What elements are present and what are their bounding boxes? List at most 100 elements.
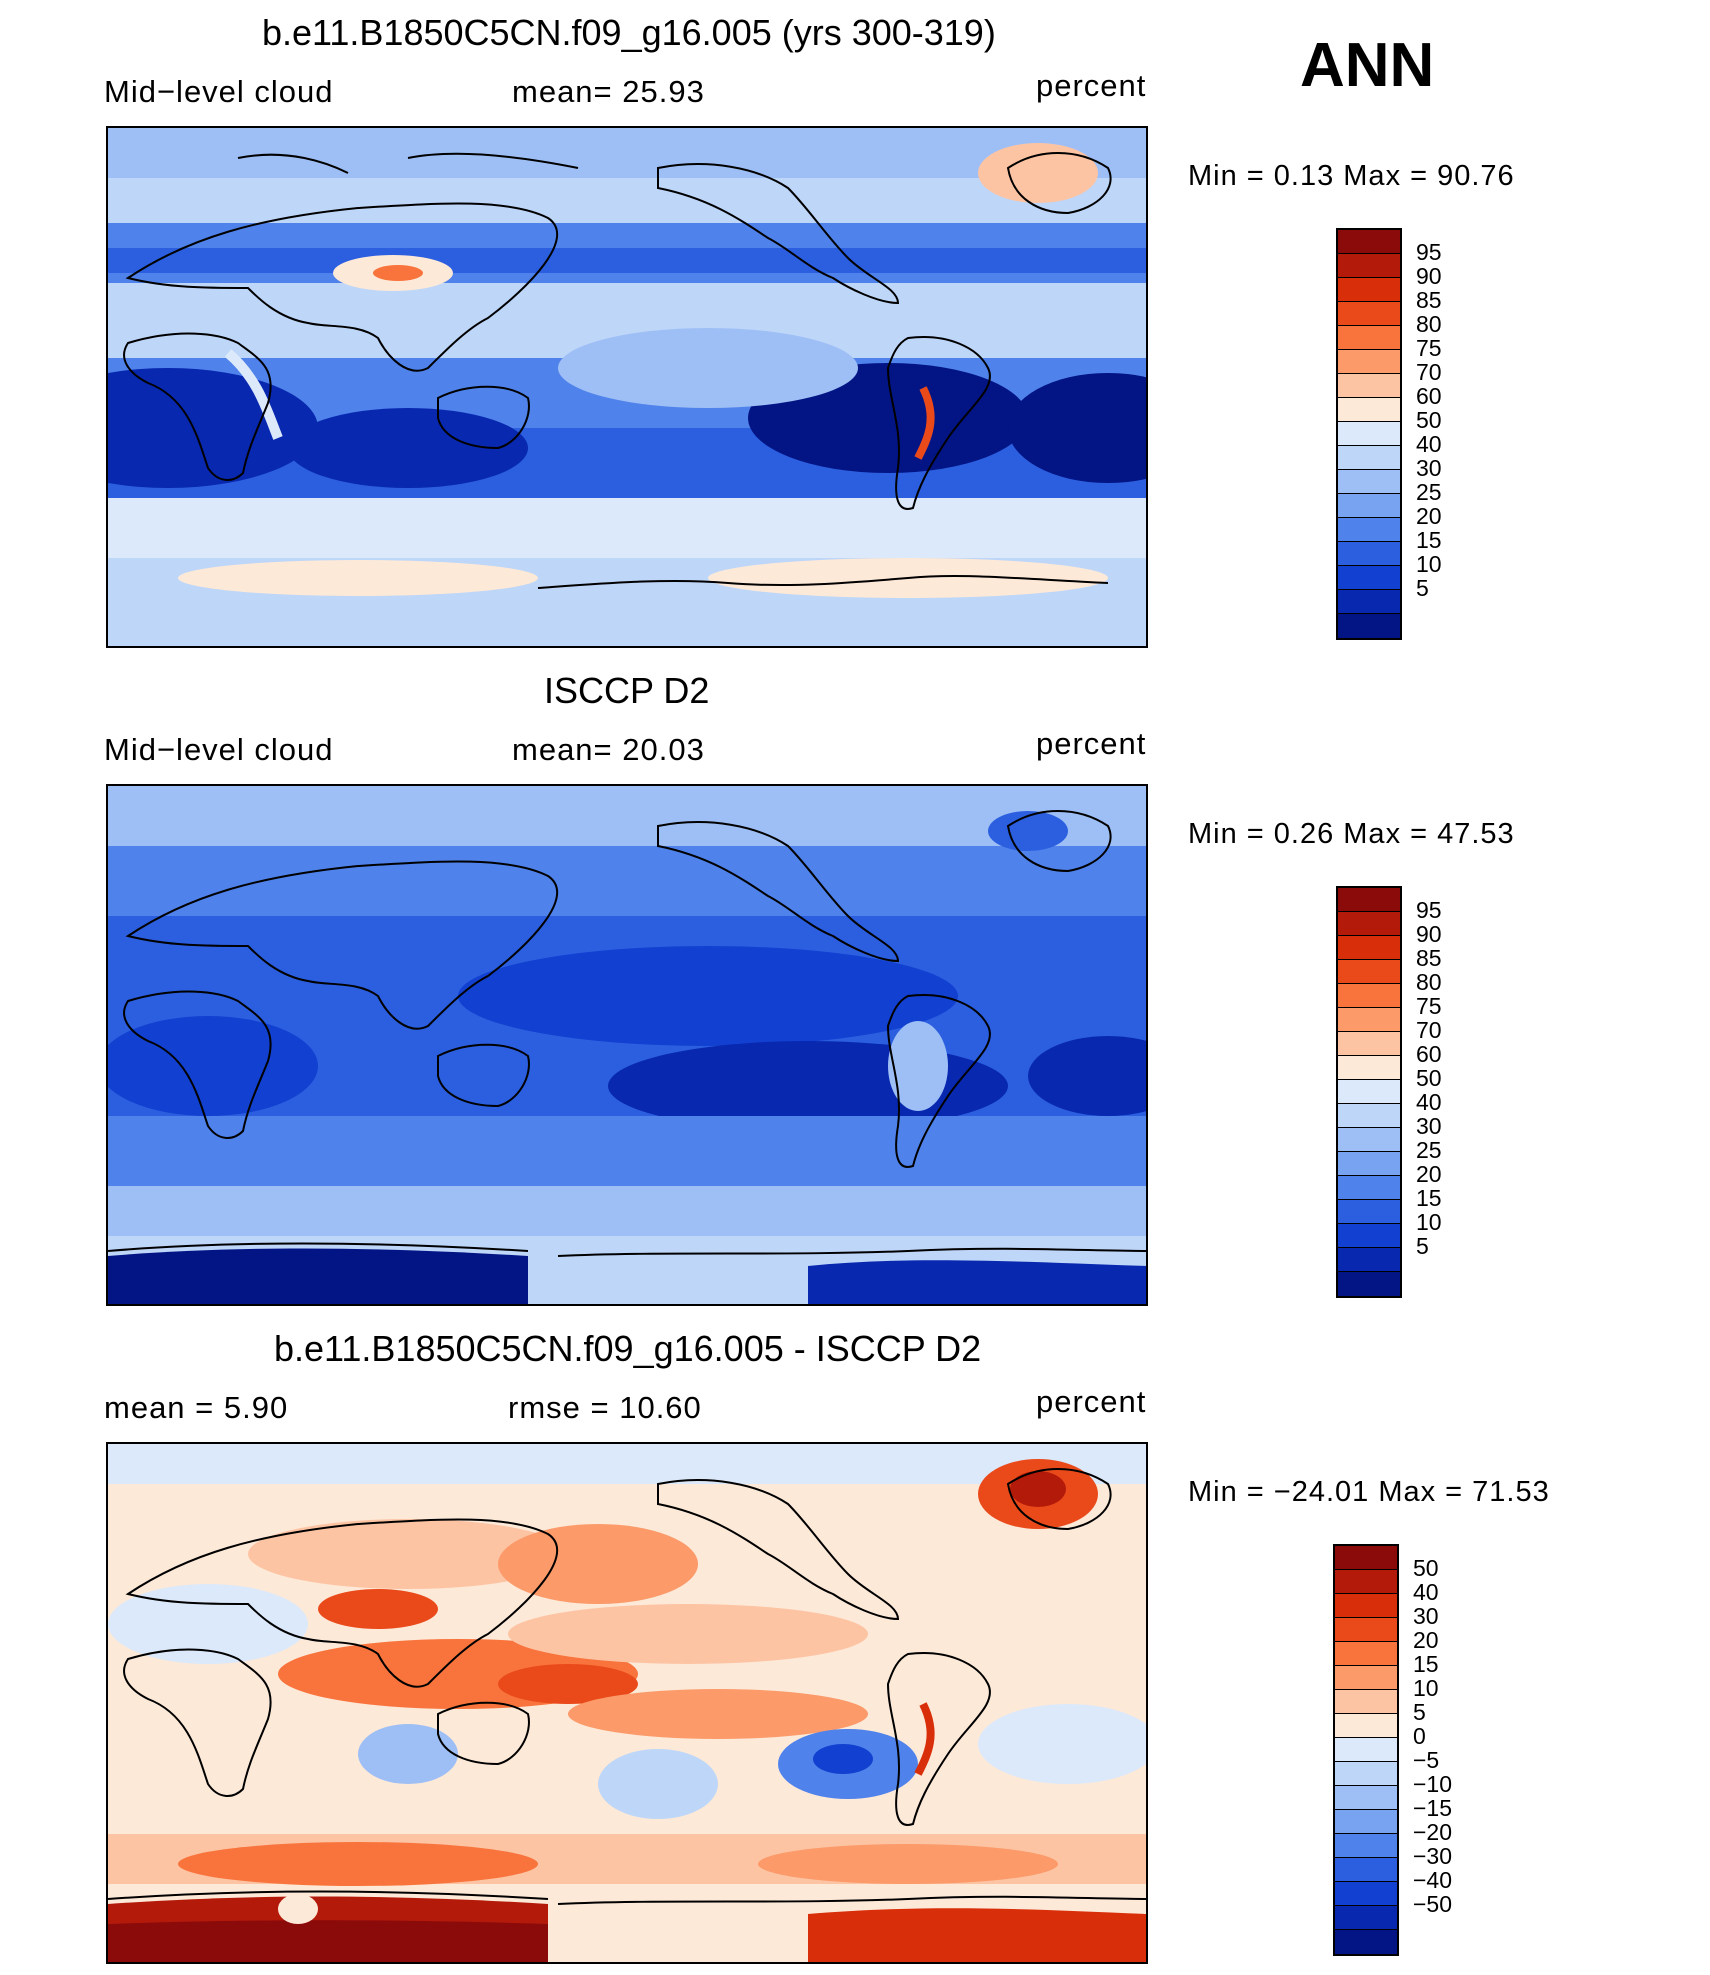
colorbar-label: 5 [1416, 1233, 1429, 1259]
panel-1-map [106, 126, 1148, 648]
colorbar-label: −20 [1413, 1819, 1453, 1845]
colorbar-label: 85 [1416, 287, 1442, 313]
panel-1-units: percent [1036, 68, 1147, 103]
colorbar-label: 20 [1416, 503, 1442, 529]
panel-3-units: percent [1036, 1384, 1147, 1419]
colorbar-swatch [1338, 888, 1400, 912]
colorbar-label: 10 [1413, 1675, 1439, 1701]
colorbar-label: 0 [1413, 1723, 1426, 1749]
colorbar-swatch [1338, 1008, 1400, 1032]
colorbar-label: 30 [1416, 455, 1442, 481]
colorbar-swatch [1335, 1714, 1397, 1738]
colorbar-swatch [1338, 278, 1400, 302]
colorbar-label: 15 [1416, 1185, 1442, 1211]
colorbar-label: 40 [1416, 431, 1442, 457]
colorbar-swatch [1338, 542, 1400, 566]
colorbar-swatch [1335, 1906, 1397, 1930]
colorbar-swatch [1338, 590, 1400, 614]
colorbar-swatch [1338, 960, 1400, 984]
colorbar-label: 90 [1416, 263, 1442, 289]
colorbar-swatch [1338, 446, 1400, 470]
colorbar-label: 15 [1416, 527, 1442, 553]
colorbar-label: 70 [1416, 359, 1442, 385]
colorbar-label: 50 [1416, 1065, 1442, 1091]
colorbar-label: 15 [1413, 1651, 1439, 1677]
colorbar-label: −15 [1413, 1795, 1453, 1821]
colorbar-label: 95 [1416, 897, 1442, 923]
colorbar-swatch [1338, 254, 1400, 278]
colorbar-swatch [1338, 614, 1400, 638]
colorbar-swatch [1335, 1834, 1397, 1858]
panel-2-colorbar-box [1336, 886, 1402, 1298]
colorbar-swatch [1335, 1690, 1397, 1714]
colorbar-swatch [1335, 1666, 1397, 1690]
colorbar-label: 50 [1416, 407, 1442, 433]
colorbar-swatch [1338, 326, 1400, 350]
colorbar-swatch [1338, 470, 1400, 494]
colorbar-swatch [1335, 1810, 1397, 1834]
colorbar-swatch [1335, 1546, 1397, 1570]
panel-1-minmax: Min = 0.13 Max = 90.76 [1188, 160, 1515, 192]
colorbar-swatch [1335, 1930, 1397, 1954]
colorbar-swatch [1338, 1176, 1400, 1200]
colorbar-swatch [1338, 1032, 1400, 1056]
panel-3-colorbar-box [1333, 1544, 1399, 1956]
panel-1-mean: mean= 25.93 [512, 74, 705, 109]
colorbar-swatch [1338, 936, 1400, 960]
colorbar-label: 95 [1416, 239, 1442, 265]
colorbar-label: −10 [1413, 1771, 1453, 1797]
colorbar-swatch [1335, 1618, 1397, 1642]
colorbar-swatch [1338, 374, 1400, 398]
colorbar-label: 40 [1416, 1089, 1442, 1115]
colorbar-swatch [1338, 518, 1400, 542]
colorbar-swatch [1338, 1056, 1400, 1080]
colorbar-swatch [1338, 350, 1400, 374]
panel-1-variable: Mid−level cloud [104, 74, 334, 109]
colorbar-swatch [1335, 1858, 1397, 1882]
colorbar-label: 25 [1416, 1137, 1442, 1163]
colorbar-label: 5 [1416, 575, 1429, 601]
colorbar-swatch [1338, 1272, 1400, 1296]
colorbar-label: 85 [1416, 945, 1442, 971]
panel-3-map [106, 1442, 1148, 1964]
colorbar-swatch [1335, 1762, 1397, 1786]
panel-2-map [106, 784, 1148, 1306]
panel-3-title: b.e11.B1850C5CN.f09_g16.005 - ISCCP D2 [274, 1328, 982, 1369]
colorbar-label: 25 [1416, 479, 1442, 505]
colorbar-swatch [1335, 1786, 1397, 1810]
colorbar-label: 70 [1416, 1017, 1442, 1043]
colorbar-label: 80 [1416, 969, 1442, 995]
colorbar-swatch [1338, 566, 1400, 590]
colorbar-swatch [1338, 1200, 1400, 1224]
colorbar-label: 20 [1413, 1627, 1439, 1653]
panel-2-minmax: Min = 0.26 Max = 47.53 [1188, 818, 1515, 850]
colorbar-swatch [1338, 984, 1400, 1008]
colorbar-label: 75 [1416, 335, 1442, 361]
colorbar-label: 5 [1413, 1699, 1426, 1725]
colorbar-label: 10 [1416, 551, 1442, 577]
panel-2-variable: Mid−level cloud [104, 732, 334, 767]
colorbar-label: 60 [1416, 383, 1442, 409]
panel-1-colorbar-box [1336, 228, 1402, 640]
colorbar-label: 10 [1416, 1209, 1442, 1235]
panel-3-minmax: Min = −24.01 Max = 71.53 [1188, 1476, 1550, 1508]
colorbar-label: 75 [1416, 993, 1442, 1019]
colorbar-swatch [1338, 912, 1400, 936]
colorbar-label: −40 [1413, 1867, 1453, 1893]
colorbar-label: 80 [1416, 311, 1442, 337]
colorbar-swatch [1338, 230, 1400, 254]
colorbar-swatch [1338, 1128, 1400, 1152]
colorbar-label: 40 [1413, 1579, 1439, 1605]
season-label: ANN [1300, 31, 1435, 100]
colorbar-swatch [1338, 1248, 1400, 1272]
panel-3-mean: mean = 5.90 [104, 1390, 289, 1425]
panel-2-units: percent [1036, 726, 1147, 761]
colorbar-swatch [1338, 422, 1400, 446]
panel-2-mean: mean= 20.03 [512, 732, 705, 767]
colorbar-swatch [1335, 1642, 1397, 1666]
colorbar-swatch [1335, 1738, 1397, 1762]
panel-1-title: b.e11.B1850C5CN.f09_g16.005 (yrs 300-319… [262, 12, 996, 53]
colorbar-swatch [1338, 494, 1400, 518]
panel-3-rmse: rmse = 10.60 [508, 1390, 702, 1425]
panel-3-map-svg [108, 1444, 1146, 1962]
